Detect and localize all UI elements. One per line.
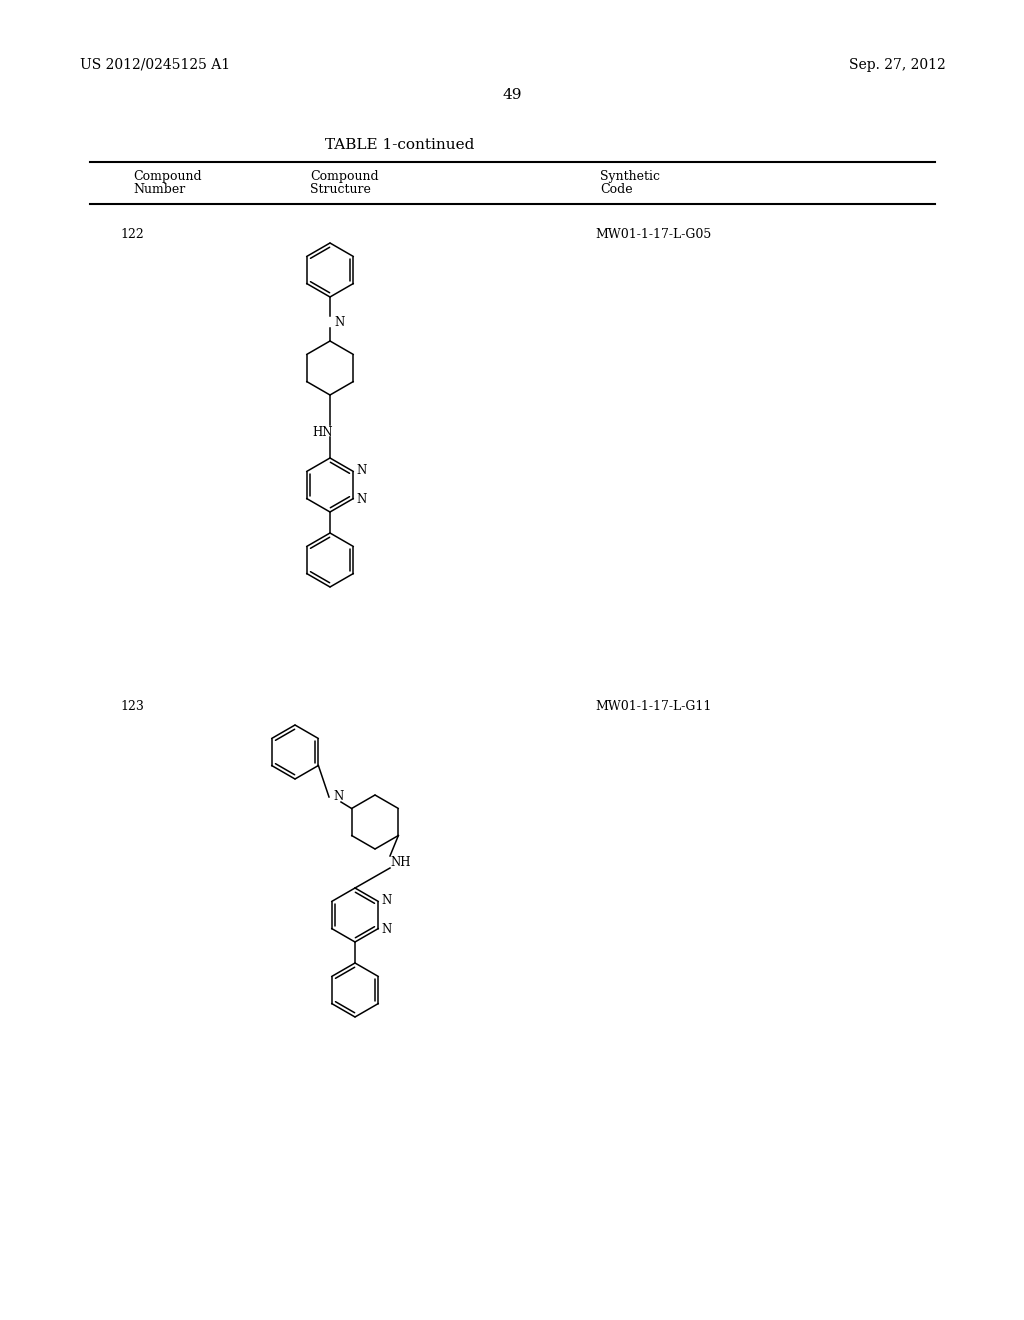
Text: N: N (356, 492, 367, 506)
Text: US 2012/0245125 A1: US 2012/0245125 A1 (80, 58, 230, 73)
Text: N: N (333, 791, 343, 804)
Text: 123: 123 (120, 700, 144, 713)
Text: NH: NH (390, 855, 411, 869)
Text: N: N (381, 894, 391, 907)
Text: MW01-1-17-L-G11: MW01-1-17-L-G11 (595, 700, 712, 713)
Text: TABLE 1-continued: TABLE 1-continued (326, 139, 475, 152)
Text: Number: Number (133, 183, 185, 195)
Text: HN: HN (312, 425, 333, 438)
Text: N: N (381, 923, 391, 936)
Text: 122: 122 (120, 228, 143, 242)
Text: Code: Code (600, 183, 633, 195)
Text: N: N (334, 315, 344, 329)
Text: Synthetic: Synthetic (600, 170, 660, 183)
Text: N: N (356, 465, 367, 477)
Text: Structure: Structure (310, 183, 371, 195)
Text: Compound: Compound (310, 170, 379, 183)
Text: MW01-1-17-L-G05: MW01-1-17-L-G05 (595, 228, 712, 242)
Text: Compound: Compound (133, 170, 202, 183)
Text: 49: 49 (502, 88, 522, 102)
Text: Sep. 27, 2012: Sep. 27, 2012 (849, 58, 946, 73)
